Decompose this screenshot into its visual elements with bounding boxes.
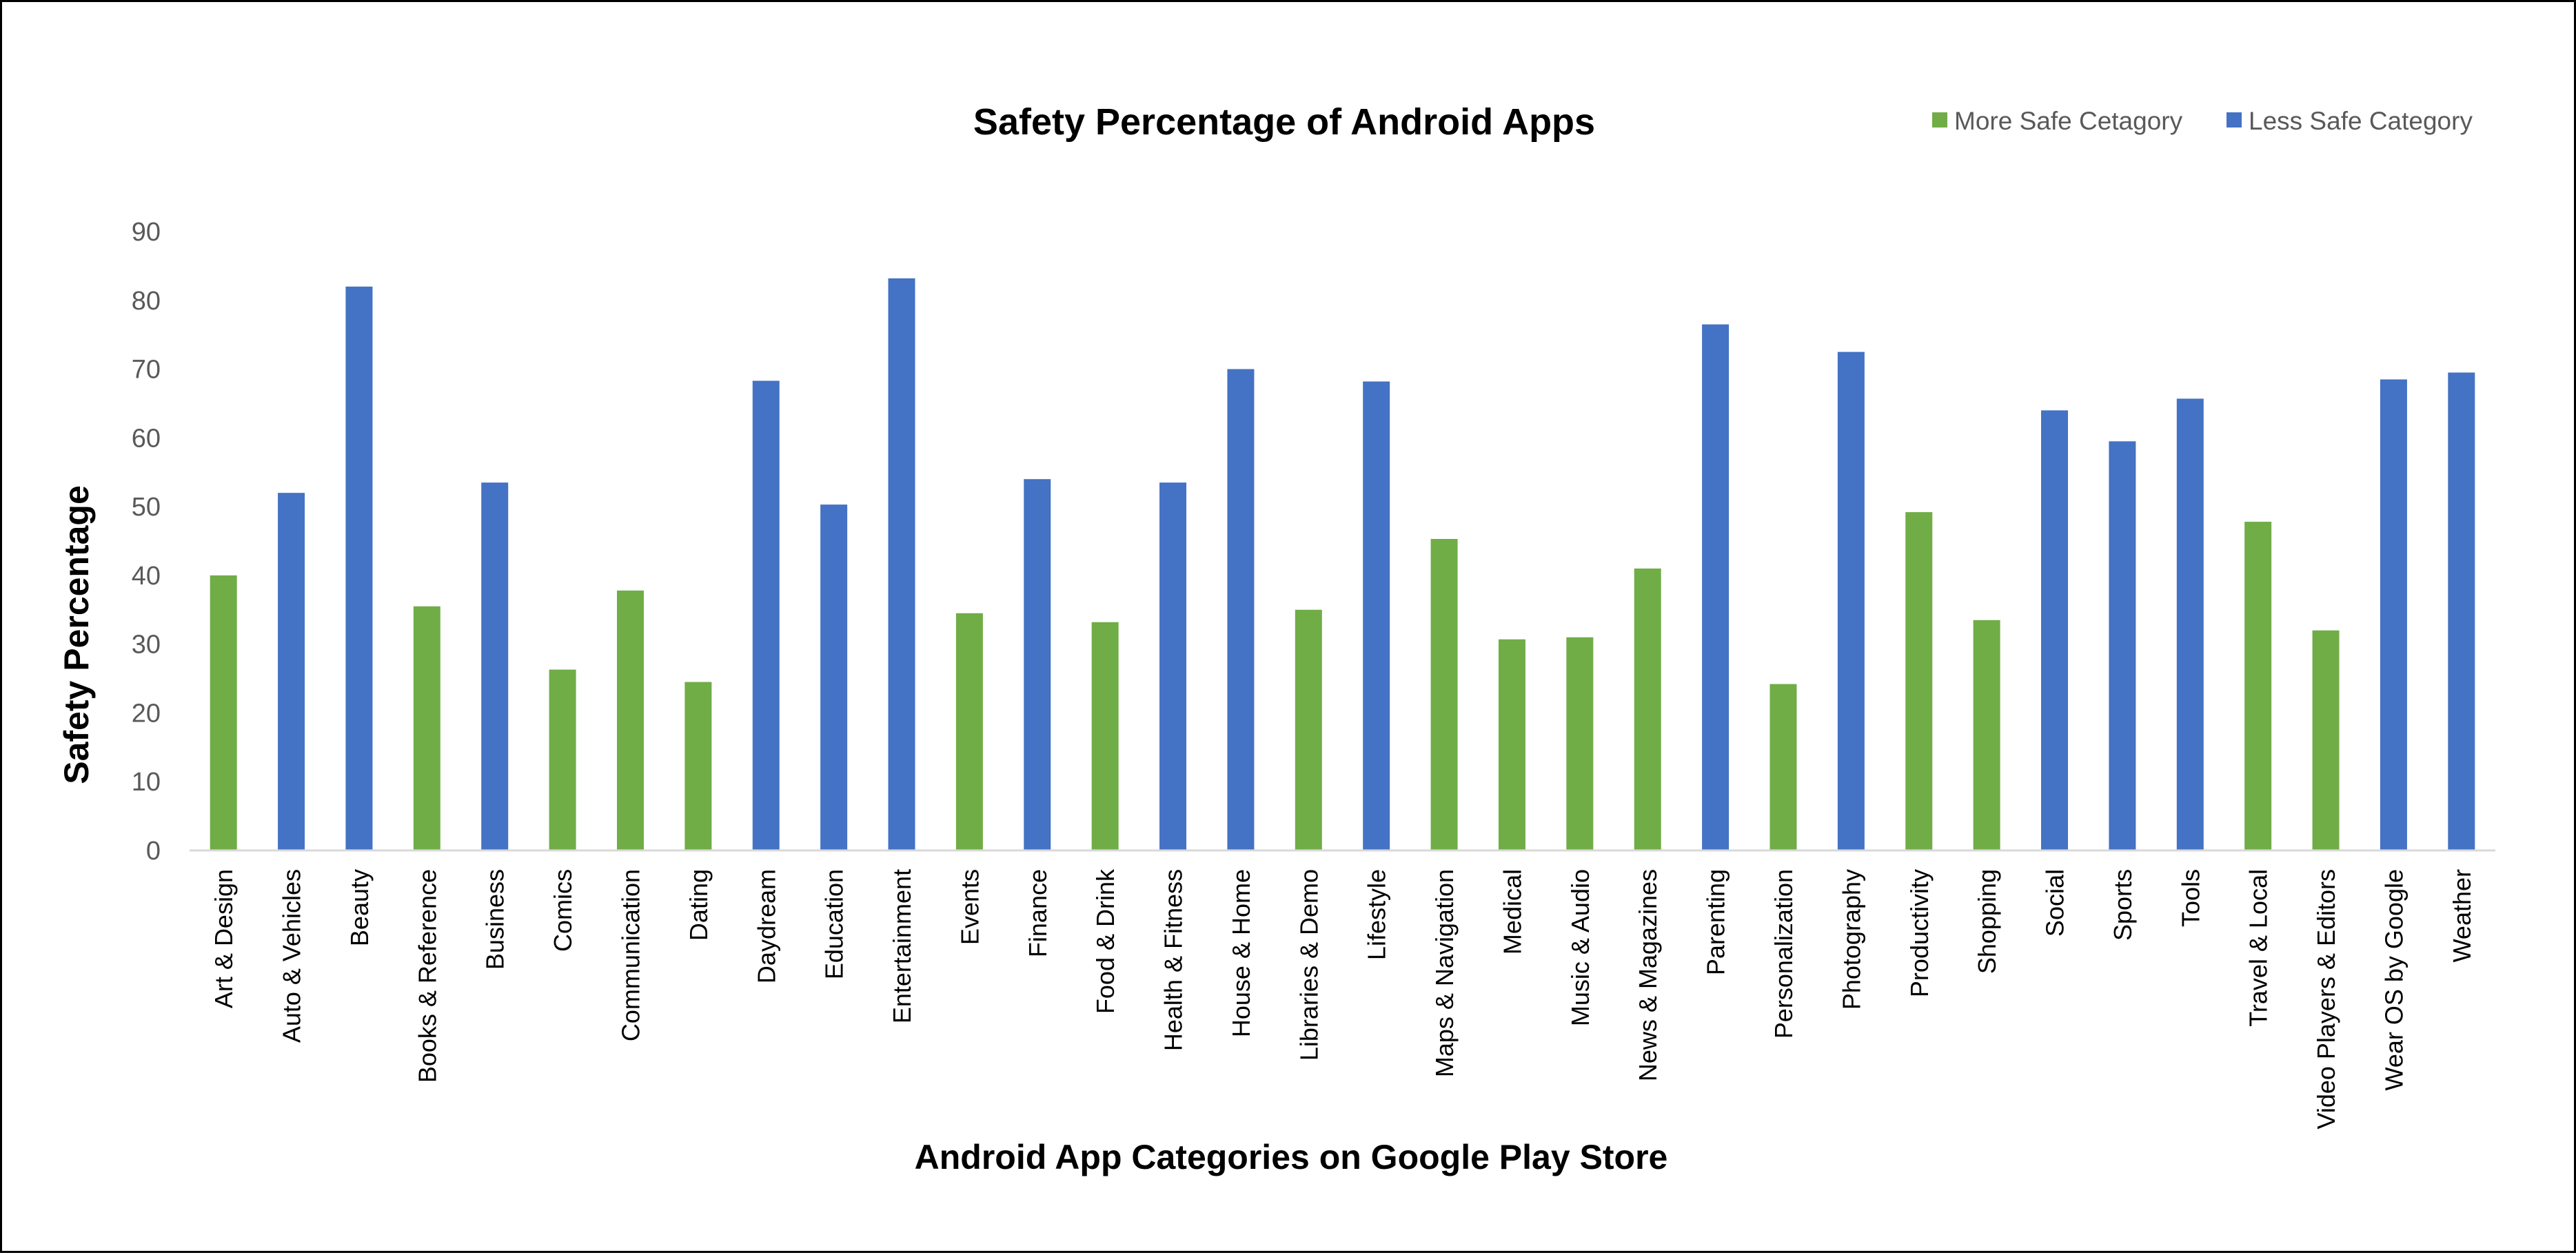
x-tick-label: Music & Audio (1566, 869, 1594, 1026)
bar (2380, 379, 2407, 850)
y-tick-label: 40 (132, 562, 161, 591)
x-tick-label: Travel & Local (2244, 869, 2273, 1027)
y-axis-ticks: 0 10 20 30 40 50 60 70 80 90 (132, 218, 161, 866)
bar (1973, 620, 2000, 850)
bar (1905, 512, 1933, 850)
x-tick-label: Shopping (1973, 869, 2001, 974)
x-tick-label: Beauty (345, 869, 374, 946)
x-tick-label: Sports (2109, 869, 2137, 941)
bar (1498, 639, 1525, 850)
x-tick-label: Education (820, 869, 849, 979)
legend-label-more-safe: More Safe Cetagory (1954, 107, 2183, 135)
x-tick-label: Communication (616, 869, 645, 1041)
bar (1024, 479, 1051, 850)
bar (2448, 372, 2475, 850)
bar (752, 380, 780, 850)
x-tick-label: Entertainment (888, 869, 916, 1023)
bar (2244, 522, 2272, 850)
chart-title: Safety Percentage of Android Apps (973, 101, 1595, 143)
x-tick-label: Medical (1498, 869, 1526, 955)
x-tick-label: Daydream (752, 869, 780, 983)
y-tick-label: 0 (146, 837, 161, 866)
bar (1702, 324, 1730, 850)
x-tick-label: House & Home (1227, 869, 1255, 1037)
bar (1634, 568, 1661, 850)
y-tick-label: 20 (132, 699, 161, 728)
x-tick-label: Video Players & Editors (2312, 869, 2340, 1130)
bar (1091, 622, 1119, 850)
bar (2176, 398, 2204, 850)
bar (1159, 482, 1187, 850)
x-tick-label: Books & Reference (413, 869, 441, 1083)
bar (955, 613, 983, 850)
bar (2041, 410, 2069, 850)
x-tick-label: Lifestyle (1363, 869, 1391, 960)
x-tick-label: Wear OS by Google (2380, 869, 2408, 1091)
bar (481, 482, 509, 850)
x-tick-label: Events (955, 869, 984, 945)
x-axis-labels: Art & Design Auto & Vehicles Beauty Books &… (210, 868, 2476, 1130)
x-tick-label: Art & Design (210, 869, 238, 1008)
bar (2312, 630, 2340, 850)
legend-label-less-safe: Less Safe Category (2249, 107, 2473, 135)
legend-swatch-less-safe (2227, 112, 2242, 127)
bar (820, 504, 848, 850)
legend-swatch-more-safe (1932, 112, 1947, 127)
y-tick-label: 30 (132, 631, 161, 660)
bar (1837, 351, 1865, 851)
bar (684, 682, 712, 850)
bar (1295, 609, 1322, 850)
x-axis-title: Android App Categories on Google Play St… (915, 1138, 1668, 1176)
bar (413, 606, 440, 850)
x-tick-label: Productivity (1905, 869, 1934, 997)
x-tick-label: Finance (1024, 869, 1052, 957)
x-tick-label: Parenting (1702, 869, 1730, 975)
x-tick-label: Maps & Navigation (1430, 869, 1459, 1077)
x-tick-label: Dating (684, 869, 713, 941)
y-tick-label: 70 (132, 356, 161, 385)
y-axis-title: Safety Percentage (57, 485, 96, 784)
bar (1769, 684, 1797, 850)
x-tick-label: Social (2041, 869, 2069, 937)
bar (1227, 369, 1255, 850)
x-tick-label: Food & Drink (1091, 868, 1119, 1014)
bar (888, 278, 915, 850)
x-tick-label: Auto & Vehicles (278, 869, 306, 1043)
y-tick-label: 80 (132, 287, 161, 316)
x-tick-label: Weather (2448, 869, 2476, 962)
bar (278, 493, 305, 850)
y-tick-label: 10 (132, 768, 161, 797)
bar (2109, 441, 2136, 850)
x-tick-label: Photography (1837, 869, 1865, 1010)
bar (210, 575, 237, 850)
legend: More Safe Cetagory Less Safe Category (1932, 107, 2473, 135)
x-tick-label: Tools (2176, 869, 2204, 927)
x-tick-label: News & Magazines (1634, 869, 1662, 1081)
bar (1566, 637, 1594, 850)
x-tick-label: Comics (549, 869, 577, 952)
bar (616, 590, 644, 850)
bar (549, 669, 576, 850)
y-tick-label: 90 (132, 218, 161, 247)
y-tick-label: 60 (132, 424, 161, 453)
bars (210, 278, 2475, 851)
bar (1363, 381, 1390, 850)
x-tick-label: Libraries & Demo (1295, 869, 1323, 1061)
x-tick-label: Personalization (1769, 869, 1798, 1039)
bar (345, 286, 373, 850)
x-tick-label: Health & Fitness (1159, 869, 1188, 1051)
y-tick-label: 50 (132, 493, 161, 522)
bar (1430, 539, 1458, 850)
x-tick-label: Business (481, 869, 509, 970)
